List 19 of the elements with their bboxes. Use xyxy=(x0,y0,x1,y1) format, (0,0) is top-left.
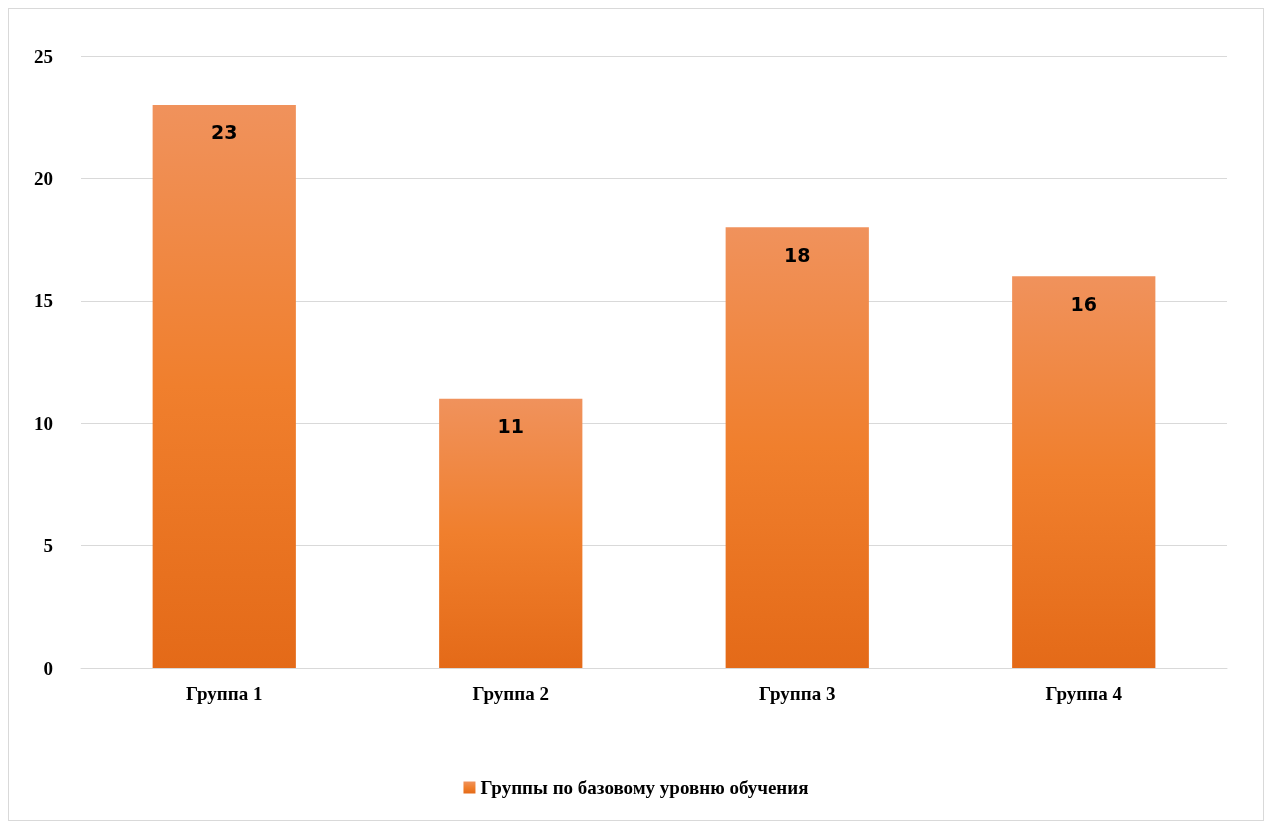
legend-label: Группы по базовому уровню обучения xyxy=(480,777,809,798)
bar xyxy=(152,104,296,668)
y-tick-label: 5 xyxy=(43,535,53,557)
y-tick-label: 15 xyxy=(34,290,53,312)
x-tick-label: Группа 1 xyxy=(186,683,263,704)
y-tick-label: 0 xyxy=(43,657,53,679)
bar xyxy=(439,398,583,668)
y-tick-label: 20 xyxy=(34,167,53,189)
y-tick-label: 25 xyxy=(34,45,53,67)
x-tick-label: Группа 4 xyxy=(1045,683,1123,704)
data-label: 11 xyxy=(497,415,524,438)
bar xyxy=(725,227,869,668)
x-tick-label: Группа 3 xyxy=(759,683,836,704)
data-label: 18 xyxy=(784,243,811,266)
x-tick-label: Группа 2 xyxy=(472,683,549,704)
data-label: 16 xyxy=(1070,292,1097,315)
y-tick-label: 10 xyxy=(34,412,53,434)
bar xyxy=(1012,276,1156,668)
data-label: 23 xyxy=(211,121,238,144)
